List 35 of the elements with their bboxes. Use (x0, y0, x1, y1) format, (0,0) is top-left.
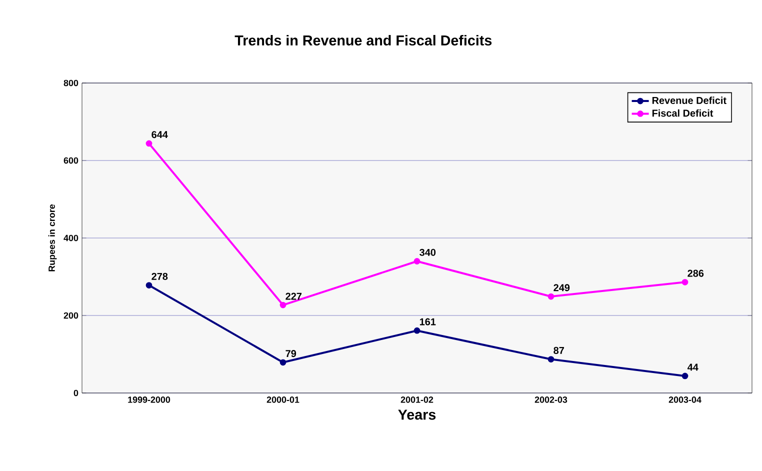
data-label: 44 (687, 364, 698, 371)
x-tick-label: 1999-2000 (128, 396, 170, 403)
point (280, 302, 286, 308)
data-label: 249 (554, 284, 570, 292)
data-label: 161 (420, 318, 436, 326)
data-label: 340 (420, 248, 436, 256)
x-tick-label: 2001-02 (400, 396, 434, 403)
data-label: 79 (286, 350, 296, 358)
x-axis-title: Years (398, 410, 436, 420)
data-label: 87 (554, 346, 564, 354)
x-tick-label: 2000-01 (266, 396, 300, 403)
data-label: 644 (152, 131, 168, 138)
point (146, 282, 152, 288)
point (146, 140, 152, 147)
data-label: 227 (286, 292, 302, 300)
point (548, 356, 554, 362)
data-label: 278 (152, 272, 168, 280)
point (682, 278, 688, 286)
y-tick-label: 800 (64, 80, 78, 86)
point (548, 293, 554, 300)
point (280, 359, 286, 366)
x-tick-label: 2002-03 (534, 396, 568, 403)
y-tick-label: 600 (64, 157, 78, 164)
y-axis-title: Rupees in crore (48, 204, 57, 272)
point (682, 372, 688, 380)
y-tick-label: 400 (64, 234, 78, 242)
y-tick-label: 200 (64, 312, 78, 319)
legend-label: Fiscal Deficit (652, 109, 714, 117)
legend-label: Revenue Deficit (652, 96, 726, 104)
x-tick-label: 2003-04 (668, 396, 702, 403)
data-label: 286 (688, 270, 704, 277)
y-tick-label: 0 (74, 390, 78, 396)
chart-title: Trends in Revenue and Fiscal Deficits (234, 34, 492, 46)
point (414, 327, 420, 334)
point (414, 258, 420, 264)
